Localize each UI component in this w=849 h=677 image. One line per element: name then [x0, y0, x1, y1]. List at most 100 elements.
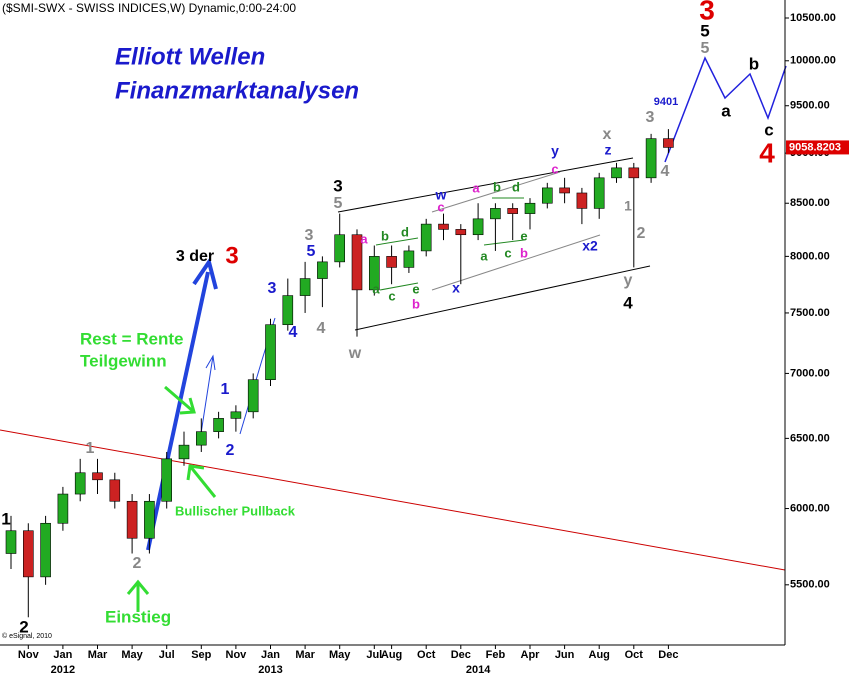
x-tick-label: Feb — [486, 649, 506, 661]
candle-body — [507, 208, 519, 214]
green-arrows — [126, 385, 217, 612]
annotation: z — [605, 142, 612, 158]
candle-body — [438, 223, 449, 230]
annotation: 3 — [699, 0, 715, 25]
y-tick-label: 5500.00 — [790, 579, 830, 591]
candle-body — [645, 138, 657, 179]
x-tick-label: Nov — [226, 649, 248, 661]
channel-line — [483, 239, 525, 246]
arrow-head — [192, 257, 218, 290]
y-tick-label: 8500.00 — [790, 197, 830, 209]
x-tick-label: Apr — [521, 649, 541, 661]
annotation: Einstieg — [105, 607, 171, 626]
annotation: 4 — [623, 293, 633, 312]
x-tick-label: Sep — [191, 649, 211, 661]
annotation: b — [749, 54, 759, 73]
year-label: 2014 — [466, 664, 491, 676]
candle-body — [524, 202, 536, 214]
annotation: d — [512, 179, 520, 194]
arrow — [199, 355, 214, 441]
annotation: 4 — [759, 137, 775, 168]
forecast-path — [664, 56, 787, 163]
candle-body — [299, 278, 311, 296]
annotation: b — [381, 228, 389, 243]
annotation: 3 — [305, 227, 314, 244]
annotation: e — [412, 281, 419, 296]
channel-line — [431, 171, 561, 213]
annotation: x — [452, 280, 460, 296]
annotation: 4 — [661, 163, 670, 180]
annotation: a — [721, 101, 731, 120]
annotation: 5 — [307, 243, 316, 260]
annotation: a — [372, 281, 380, 296]
y-tick-label: 9500.00 — [790, 100, 830, 112]
annotation: w — [348, 345, 362, 362]
candle-body — [576, 192, 588, 209]
candle-body — [57, 493, 69, 524]
x-tick-label: May — [121, 649, 143, 661]
x-tick-label: Oct — [417, 649, 436, 661]
candle-body — [559, 187, 570, 194]
annotation: 3 der — [176, 248, 214, 265]
last-price-box — [786, 140, 849, 155]
annotation: y — [624, 272, 633, 289]
annotation: c — [504, 245, 511, 260]
candle-body — [593, 177, 605, 209]
candle-body — [92, 472, 103, 481]
annotation: 3 — [268, 280, 277, 297]
channel-line — [379, 282, 419, 291]
y-tick-label: 6500.00 — [790, 432, 830, 444]
annotation: 2 — [19, 617, 28, 636]
year-label: 2012 — [51, 664, 75, 676]
candle-body — [178, 444, 190, 460]
x-tick-label: Oct — [625, 649, 644, 661]
x-tick-label: May — [329, 649, 351, 661]
y-tick-label: 8000.00 — [790, 250, 830, 262]
annotation: c — [551, 161, 558, 176]
channel-line — [337, 157, 634, 213]
candle-body — [611, 167, 622, 179]
annotation: c — [764, 120, 773, 139]
candle-body — [247, 379, 259, 413]
y-tick-label: 10500.00 — [790, 12, 836, 24]
annotation: w — [435, 187, 447, 203]
candle-body — [368, 256, 380, 291]
annotation: x — [603, 126, 612, 143]
annotation: 3 — [225, 242, 238, 269]
y-tick-label: 7500.00 — [790, 307, 830, 319]
candle-body — [490, 208, 501, 220]
annotation: b — [493, 179, 501, 194]
x-tick-label: Dec — [451, 649, 471, 661]
channel-line — [375, 237, 419, 246]
annotation: 2 — [133, 555, 142, 572]
candle-body — [282, 295, 294, 326]
candle-body — [403, 250, 415, 268]
annotation: c — [437, 199, 444, 214]
annotation: 5 — [334, 195, 343, 212]
annotation: 1 — [221, 381, 230, 398]
annotation: Rest = Rente — [80, 329, 183, 348]
annotation: d — [401, 224, 409, 239]
trend-line — [0, 429, 786, 571]
x-tick-label: Jan — [53, 649, 72, 661]
annotation: 1 — [1, 509, 10, 528]
candle-body — [109, 479, 121, 502]
candle-body — [74, 472, 86, 495]
annotation: Teilgewinn — [80, 351, 167, 370]
annotation: 3 — [333, 176, 342, 195]
annotation: 4 — [317, 320, 326, 337]
annotation: a — [480, 248, 488, 263]
candle-body — [265, 324, 276, 381]
annotation: 3 — [646, 109, 655, 126]
x-tick-label: Aug — [381, 649, 402, 661]
annotation: e — [520, 228, 527, 243]
last-price-label: 9058.8203 — [789, 141, 841, 153]
candle-body — [22, 530, 34, 578]
annotation: 5 — [700, 21, 709, 40]
candle-body — [351, 234, 363, 291]
candle-body — [317, 261, 328, 279]
channel-line — [354, 265, 651, 331]
copyright: © eSignal, 2010 — [2, 632, 52, 640]
x-tick-label: Jul — [366, 649, 382, 661]
